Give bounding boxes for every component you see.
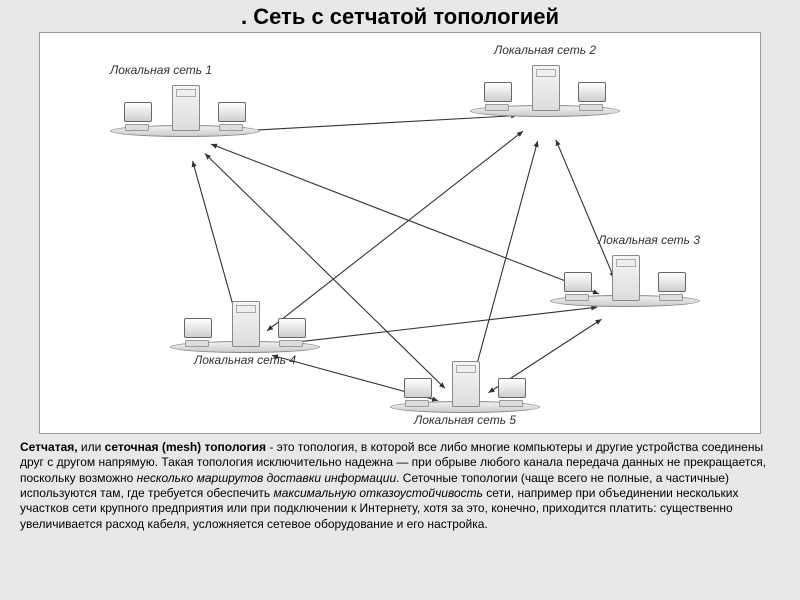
node-label: Локальная сеть 5 bbox=[390, 413, 540, 427]
lan-platform bbox=[390, 353, 540, 413]
edge bbox=[273, 307, 597, 345]
lan-platform bbox=[550, 247, 700, 307]
term-mesh: Сетчатая, bbox=[20, 440, 78, 454]
lan-node-n1: Локальная сеть 1 bbox=[110, 63, 260, 137]
lan-platform bbox=[470, 57, 620, 117]
node-label: Локальная сеть 1 bbox=[110, 63, 260, 77]
node-label: Локальная сеть 4 bbox=[170, 353, 320, 367]
node-label: Локальная сеть 2 bbox=[470, 43, 620, 57]
server-icon bbox=[172, 85, 200, 131]
description-text: Сетчатая, или сеточная (mesh) топология … bbox=[20, 440, 780, 532]
computer-icon bbox=[218, 102, 244, 131]
computer-icon bbox=[658, 272, 684, 301]
it2: максимальную отказоустойчивость bbox=[274, 486, 483, 500]
computer-icon bbox=[498, 378, 524, 407]
computer-icon bbox=[278, 318, 304, 347]
node-label: Локальная сеть 3 bbox=[550, 233, 700, 247]
server-icon bbox=[532, 65, 560, 111]
mesh-topology-diagram: Локальная сеть 1 Локальная сеть 2 Локальна… bbox=[39, 32, 761, 434]
edge bbox=[472, 141, 537, 381]
page-title: . Сеть с сетчатой топологией bbox=[0, 4, 800, 30]
lan-node-n5: Локальная сеть 5 bbox=[390, 353, 540, 427]
t1: или bbox=[78, 440, 105, 454]
computer-icon bbox=[484, 82, 510, 111]
lan-node-n4: Локальная сеть 4 bbox=[170, 293, 320, 367]
lan-node-n3: Локальная сеть 3 bbox=[550, 233, 700, 307]
edge bbox=[211, 144, 599, 294]
computer-icon bbox=[564, 272, 590, 301]
lan-node-n2: Локальная сеть 2 bbox=[470, 43, 620, 117]
lan-platform bbox=[170, 293, 320, 353]
computer-icon bbox=[184, 318, 210, 347]
lan-platform bbox=[110, 77, 260, 137]
server-icon bbox=[232, 301, 260, 347]
it1: несколько маршрутов доставки информации bbox=[137, 471, 396, 485]
computer-icon bbox=[124, 102, 150, 131]
server-icon bbox=[612, 255, 640, 301]
term-mesh2: сеточная (mesh) топология bbox=[105, 440, 266, 454]
computer-icon bbox=[404, 378, 430, 407]
server-icon bbox=[452, 361, 480, 407]
computer-icon bbox=[578, 82, 604, 111]
